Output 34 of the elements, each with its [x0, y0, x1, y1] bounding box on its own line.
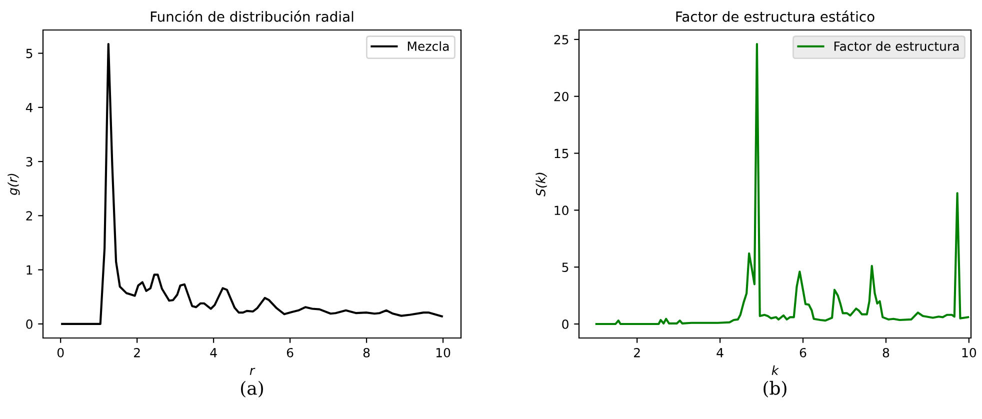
x-tick-label: 10 [436, 348, 450, 358]
y-axis-title: S(k) [536, 172, 547, 196]
y-tick-label: 0 [562, 319, 568, 329]
x-tick-label: 6 [286, 348, 294, 358]
x-tick-label: 0 [57, 348, 64, 358]
chart-title: Función de distribución radial [150, 10, 354, 22]
y-tick-label: 5 [26, 48, 32, 58]
y-tick-label: 4 [26, 103, 33, 112]
x-axis-title: k [772, 365, 780, 375]
x-tick-label: 2 [634, 348, 640, 358]
x-axis-title: r [250, 368, 256, 375]
y-tick-label: 20 [554, 92, 568, 102]
chart-title: Factor de estructura estático [676, 10, 874, 22]
y-tick-label: 0 [26, 319, 32, 329]
y-tick-label: 2 [26, 211, 32, 220]
x-tick-label: 8 [882, 348, 890, 358]
y-tick-label: 5 [562, 262, 568, 272]
text: (a) [241, 380, 263, 398]
x-tick-label: 4 [210, 348, 217, 358]
y-axis-title: g(r) [8, 174, 20, 196]
legend-label: Factor de estructura [834, 41, 959, 51]
text: (b) [764, 380, 786, 398]
x-tick-label: 10 [962, 348, 976, 358]
y-tick-label: 1 [26, 265, 32, 275]
y-tick-label: 3 [26, 157, 32, 166]
x-tick-label: 8 [363, 348, 370, 358]
line-series [595, 42, 970, 326]
y-tick-label: 15 [554, 148, 568, 158]
y-tick-label: 10 [554, 206, 568, 216]
x-tick-label: 4 [716, 348, 724, 358]
y-tick-label: 25 [554, 34, 568, 44]
legend-label: Mezcla [408, 41, 449, 51]
x-tick-label: 6 [800, 348, 806, 358]
x-tick-label: 2 [134, 348, 140, 358]
